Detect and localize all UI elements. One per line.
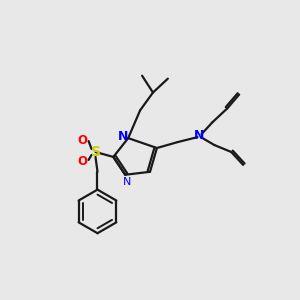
Text: N: N bbox=[194, 129, 205, 142]
Text: N: N bbox=[123, 177, 131, 187]
Text: O: O bbox=[78, 134, 88, 147]
Text: S: S bbox=[91, 145, 100, 159]
Text: N: N bbox=[118, 130, 128, 142]
Text: O: O bbox=[78, 155, 88, 168]
